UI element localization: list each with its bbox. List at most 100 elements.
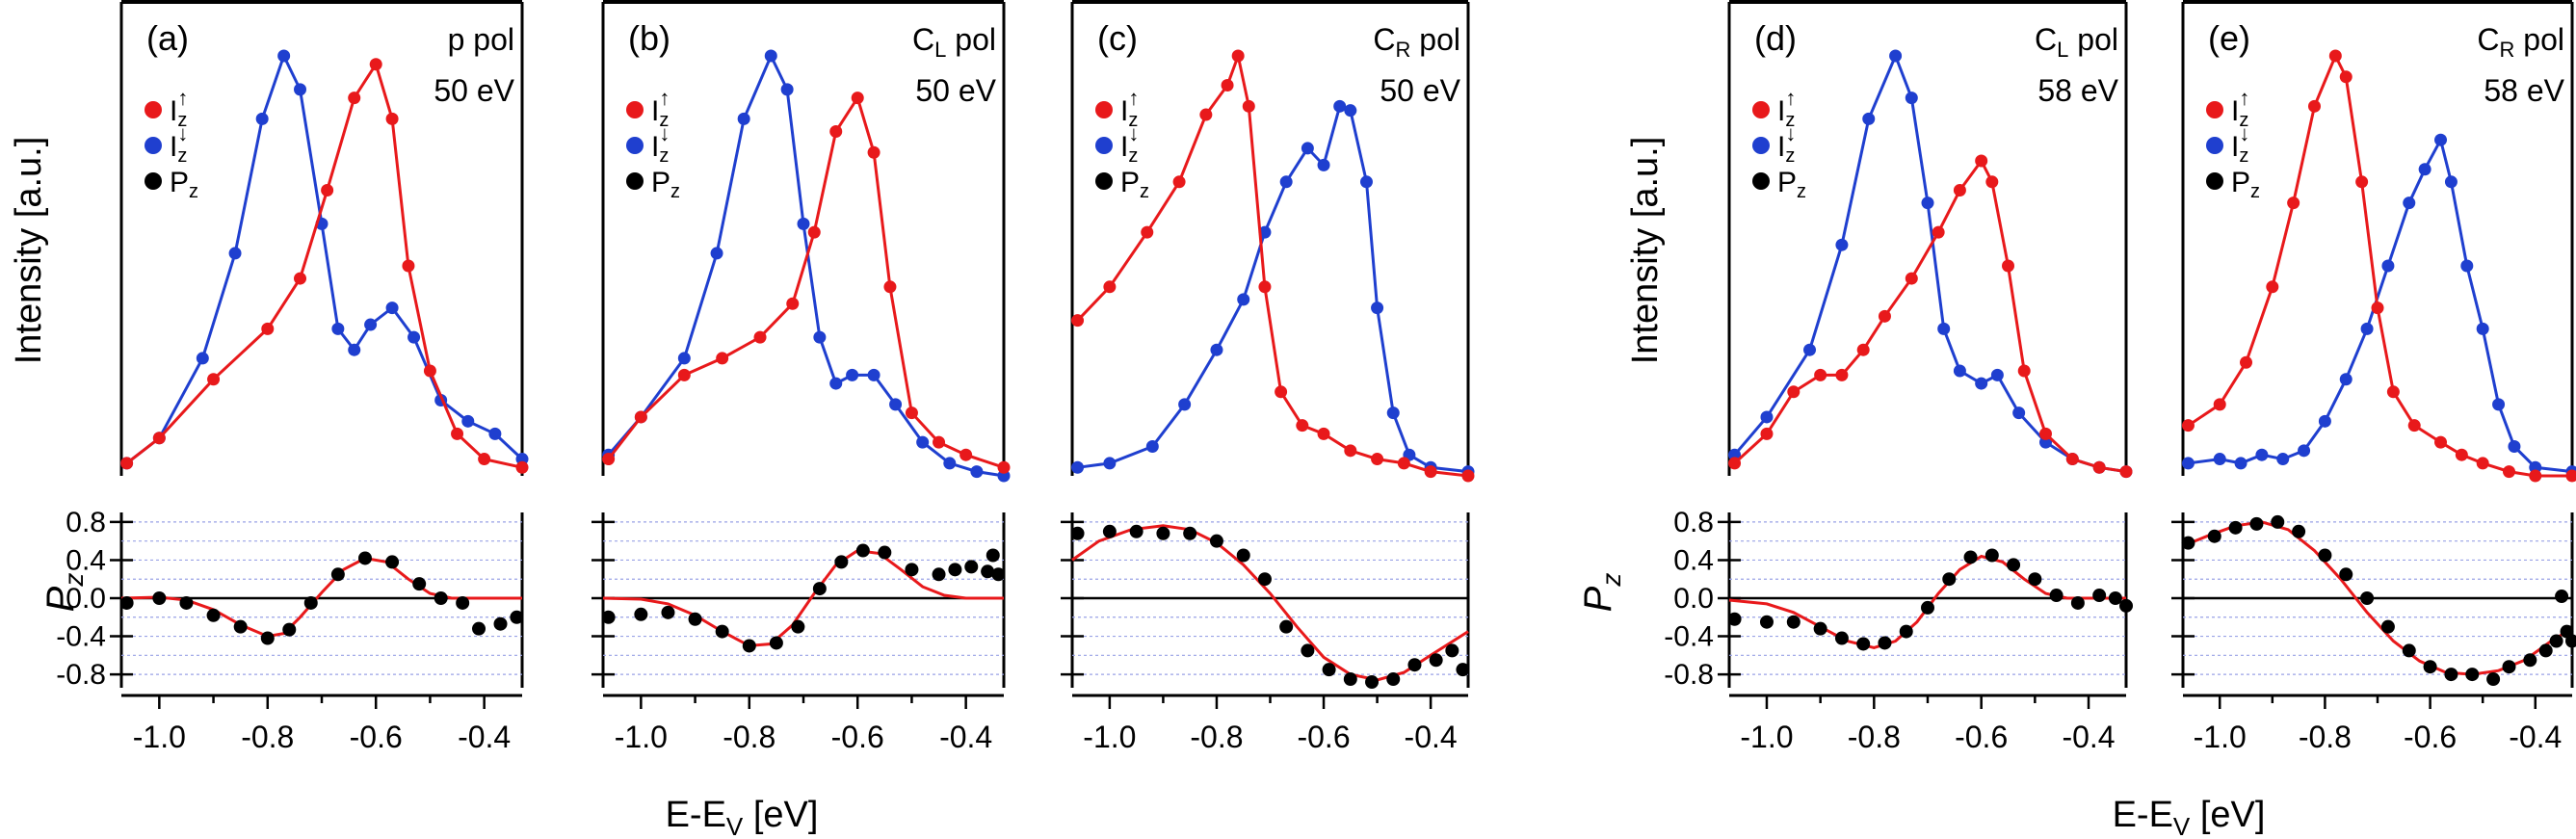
polarization-suffix: pol [1410,22,1460,57]
spin-up-point [1760,427,1774,440]
legend-spin-up-arrow: ↑ [1128,86,1139,110]
spin-up-point [1461,469,1475,483]
spin-down-point [1258,225,1272,239]
spin-up-point [2213,398,2226,411]
pz-point [357,551,372,565]
spin-down-point [1889,49,1903,63]
spin-up-point [959,448,973,461]
spin-up-point [1371,453,1384,466]
spin-up-point [1103,280,1117,294]
x-tick-label: -0.4 [2062,720,2115,754]
spin-down-point [797,217,810,230]
pz-point [964,560,979,574]
pz-point [661,605,675,619]
pz-point [834,555,849,569]
spin-up-point [1141,225,1154,239]
x-tick-label: -0.8 [241,720,294,754]
spin-down-point [2508,439,2521,453]
spin-up-point [602,453,616,466]
legend-spin-up-label: Iz↑ [2231,86,2249,131]
spin-down-point [1835,238,1849,251]
legend-spin-up-marker [626,101,644,118]
spin-up-point [1787,385,1801,399]
spin-up-point [1953,184,1966,197]
legend-spin-down-main: I [170,131,177,163]
pz-point [932,567,946,582]
spin-up-point [1814,368,1827,381]
spin-down-point [461,414,475,428]
spin-up-point [851,92,864,105]
spin-up-point [385,112,399,125]
panel-tag: (c) [1097,18,1138,58]
pz-point [1102,524,1117,538]
pz-point [1899,624,1913,639]
legend-pz-marker [2206,172,2223,190]
spin-down-point [1344,104,1357,118]
spin-down-point [2181,457,2195,470]
pz-point [2207,529,2221,543]
pz-point [1878,636,1892,650]
spin-up-point [261,322,275,335]
spin-down-point [846,368,859,381]
spin-down-point [2381,259,2395,273]
legend-spin-up-label: Iz↑ [1777,86,1796,131]
spin-down-point [407,330,421,344]
spin-up-point [677,368,691,381]
y-label-pz-sub: z [59,573,89,588]
spin-up-point [753,330,767,344]
legend-spin-up-main: I [651,95,659,127]
pz-tick-label: -0.4 [56,621,106,653]
spin-down-point [1145,439,1159,453]
pz-point [812,582,827,596]
spin-down-point [1301,142,1314,155]
pz-point [1445,643,1459,658]
pz-point [260,631,275,645]
pz-point [2402,643,2416,658]
legend-pz-marker [145,172,162,190]
legend-spin-down-arrow: ↓ [1785,121,1796,145]
pz-tick-label: 0.8 [66,507,106,538]
pz-tick-label: -0.8 [1664,659,1714,691]
pz-point [742,639,756,653]
x-tick-label: -0.6 [350,720,403,754]
y-label-pz-sub: z [1596,573,1626,588]
x-tick-label: -0.6 [2404,720,2457,754]
legend-spin-down-label: Iz↓ [1120,121,1139,167]
pz-point [1727,612,1742,626]
pz-point [2070,595,2085,610]
spin-down-point [2434,133,2448,146]
spin-down-point [196,352,209,365]
pz-tick-label: 0.0 [1673,583,1714,615]
polarization-sub: R [1396,38,1411,62]
legend-spin-up-arrow: ↑ [177,86,188,110]
pz-point [634,607,648,621]
spin-down-point [255,112,269,125]
spin-down-point [710,247,723,260]
spin-down-point [2418,163,2431,176]
legend-pz-label: Pz [1777,167,1806,202]
x-tick-label: -0.8 [1190,720,1243,754]
polarization-sub: L [2057,38,2068,62]
spin-up-point [294,272,307,285]
pz-point [1279,619,1294,634]
polarization-sub: L [934,38,946,62]
pz-point [152,591,167,605]
spin-down-point [2476,322,2489,335]
x-tick-label: -0.8 [723,720,775,754]
spin-up-point [2119,465,2133,479]
pz-point [1183,526,1197,540]
pz-point [1856,637,1871,651]
pz-point [1129,524,1143,538]
pz-point [855,543,870,558]
pz-point [948,563,962,577]
spin-up-point [2002,259,2015,273]
x-tick-label: -0.4 [2509,720,2562,754]
legend-spin-up-sub: z [1785,110,1795,131]
pz-point [981,564,995,579]
spin-up-point [1856,343,1870,356]
spin-down-point [780,83,794,96]
spin-down-point [813,330,827,344]
spin-down-point [385,302,399,315]
